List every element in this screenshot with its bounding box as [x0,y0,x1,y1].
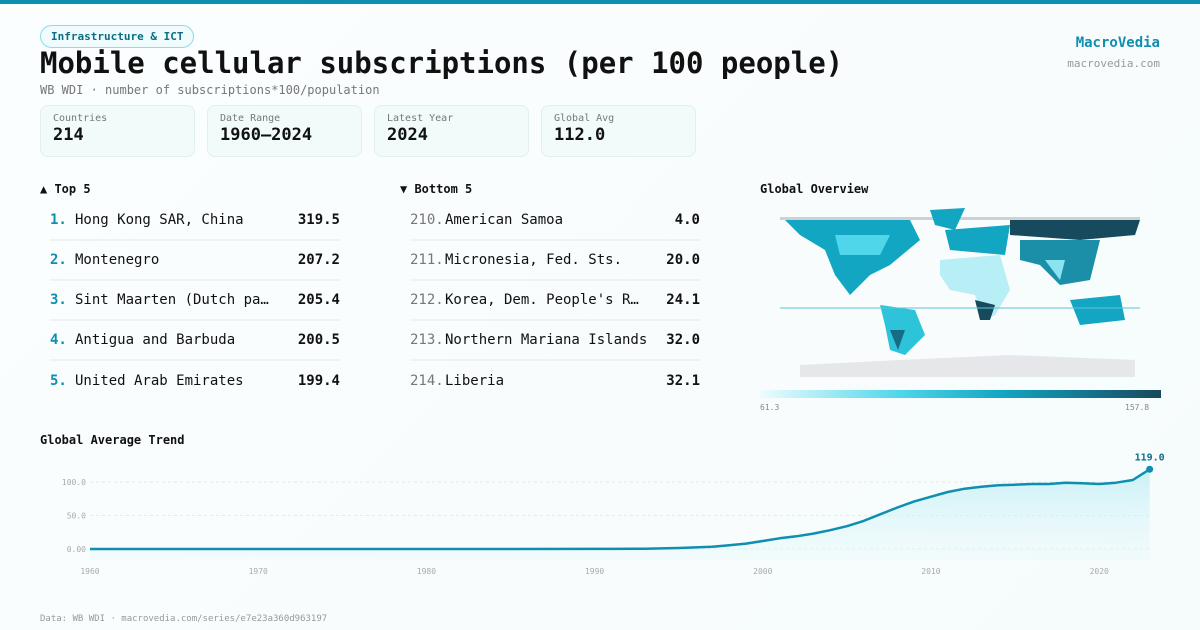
stat-value: 2024 [387,125,428,145]
rank: 4. [50,332,67,348]
list-item[interactable]: 211. Micronesia, Fed. Sts. 20.0 [410,241,700,281]
russia [1010,220,1140,240]
value: 319.5 [297,212,340,228]
country-name: Micronesia, Fed. Sts. [445,252,623,268]
africa [940,255,1010,320]
value: 20.0 [666,252,700,268]
last-point [1146,465,1154,473]
country-name: Northern Mariana Islands [445,332,648,348]
rank: 2. [50,252,67,268]
page-title: Mobile cellular subscriptions (per 100 p… [40,46,844,80]
y-tick-label: 50.0 [67,512,86,521]
country-name: Liberia [445,373,505,389]
list-item[interactable]: 3. Sint Maarten (Dutch pa… 205.4 [50,281,340,321]
stat-label: Latest Year [387,113,454,124]
brand-name: MacroVedia [1075,35,1160,51]
value: 200.5 [297,332,340,348]
stat-date-range: Date Range 1960–2024 [207,105,362,157]
category-badge[interactable]: Infrastructure & ICT [40,25,195,48]
brand[interactable]: MacroVedia macrovedia.com [1067,35,1160,70]
stat-label: Global Avg [554,113,615,124]
stat-value: 214 [53,125,84,145]
rank: 212. [410,292,444,308]
canada [835,235,890,255]
europe [945,225,1010,255]
stat-global-avg: Global Avg 112.0 [541,105,696,157]
list-item[interactable]: 213. Northern Mariana Islands 32.0 [410,321,700,361]
value: 32.1 [666,373,700,389]
x-tick-label: 2000 [753,567,772,576]
list-item[interactable]: 212. Korea, Dem. People's R… 24.1 [410,281,700,321]
stat-value: 1960–2024 [220,125,313,145]
country-name: Montenegro [75,252,160,268]
rank: 213. [410,332,444,348]
last-value-label: 119.0 [1135,452,1165,463]
antarctica [800,355,1135,377]
value: 24.1 [666,292,700,308]
country-name: Korea, Dem. People's R… [445,292,639,308]
x-tick-label: 1970 [249,567,268,576]
x-tick-label: 1990 [585,567,604,576]
list-item[interactable]: 5. United Arab Emirates 199.4 [50,361,340,401]
area-fill [90,469,1150,560]
value: 4.0 [674,212,700,228]
list-item[interactable]: 1. Hong Kong SAR, China 319.5 [50,201,340,241]
rank: 214. [410,373,444,389]
india [1045,260,1065,280]
top5-title: ▲ Top 5 [40,182,91,196]
stat-latest-year: Latest Year 2024 [374,105,529,157]
list-item[interactable]: 4. Antigua and Barbuda 200.5 [50,321,340,361]
stat-label: Countries [53,113,108,124]
list-item[interactable]: 210. American Samoa 4.0 [410,201,700,241]
world-map [780,208,1140,377]
rank: 211. [410,252,444,268]
north-america [785,220,920,295]
y-tick-label: 0.00 [67,545,86,554]
greenland [930,208,965,230]
value: 32.0 [666,332,700,348]
rank: 210. [410,212,444,228]
stat-value: 112.0 [554,125,606,145]
trend-chart: 0.00 50.0 100.0 1960 1970 1980 1990 2000 2010 202… [62,452,1165,576]
stat-countries: Countries 214 [40,105,195,157]
x-tick-label: 1960 [80,567,99,576]
argentina [890,330,905,350]
trend-title: Global Average Trend [40,433,185,447]
list-item[interactable]: 2. Montenegro 207.2 [50,241,340,281]
map-legend-scale [760,390,1161,398]
south-africa [975,300,995,320]
stat-label: Date Range [220,113,281,124]
rank: 1. [50,212,67,228]
rank: 5. [50,373,67,389]
y-tick-label: 100.0 [62,478,86,487]
top5-list: 1. Hong Kong SAR, China 319.5 2. Montenegro 2… [50,201,340,401]
map-title: Global Overview [760,182,869,196]
legend-min: 61.3 [760,403,780,412]
value: 205.4 [297,292,340,308]
country-name: American Samoa [445,212,564,228]
rank: 3. [50,292,67,308]
accent-bar [0,0,1200,4]
legend-max: 157.8 [1125,403,1150,412]
series-line [90,468,1151,551]
value: 207.2 [297,252,340,268]
footer-source: Data: WB WDI · macrovedia.com/series/e7e… [40,614,328,624]
x-tick-label: 2020 [1090,567,1109,576]
country-name: United Arab Emirates [75,373,244,389]
country-name: Sint Maarten (Dutch pa… [75,292,269,308]
bottom5-title: ▼ Bottom 5 [400,182,473,196]
country-name: Hong Kong SAR, China [75,212,244,228]
page-subtitle: WB WDI · number of subscriptions*100/pop… [40,83,380,97]
country-name: Antigua and Barbuda [75,332,236,348]
value: 199.4 [297,373,340,389]
x-tick-label: 1980 [417,567,436,576]
australia [1070,295,1125,325]
brand-url: macrovedia.com [1067,57,1160,70]
list-item[interactable]: 214. Liberia 32.1 [410,361,700,401]
bottom5-list: 210. American Samoa 4.0 211. Micronesia, Fed… [410,201,700,401]
x-tick-label: 2010 [921,567,940,576]
